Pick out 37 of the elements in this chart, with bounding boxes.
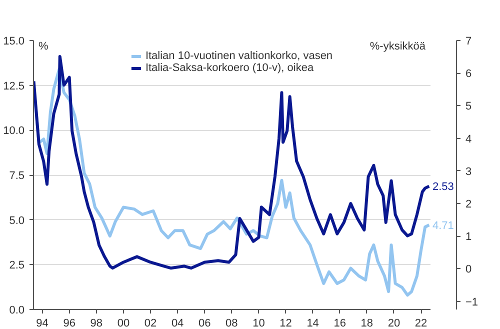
y-tick-label: 0.0 — [9, 304, 25, 316]
y-tick-label: 10.0 — [3, 125, 25, 138]
y2-tick-label: 5 — [466, 100, 472, 113]
x-tick-label: 14 — [306, 318, 319, 329]
x-tick-label: 20 — [388, 318, 400, 329]
y-tick-label: 2.5 — [9, 260, 25, 272]
data-label: 4.71 — [432, 220, 454, 232]
legend-label: Italian 10-vuotinen valtionkorko, vasen — [145, 50, 333, 62]
y-tick-label: 7.5 — [9, 170, 25, 182]
y2-axis-title: %-yksikköä — [370, 40, 426, 52]
x-tick-label: 94 — [36, 318, 48, 329]
y2-tick-label: 6 — [466, 68, 472, 80]
x-tick-label: 98 — [90, 318, 103, 329]
x-tick-label: 08 — [226, 318, 238, 329]
x-tick-label: 96 — [63, 318, 76, 329]
legend-label: Italia-Saksa-korkoero (10-v), oikea — [145, 62, 314, 74]
y2-tick-label: 1 — [466, 231, 472, 244]
x-tick-label: 12 — [280, 318, 292, 329]
y2-tick-label: 7 — [466, 36, 472, 48]
y2-tick-label: 2 — [466, 198, 472, 211]
x-tick-label: 00 — [117, 318, 130, 329]
y-axis-title: % — [38, 40, 48, 52]
x-tick-label: 04 — [171, 318, 184, 329]
x-tick-label: 02 — [144, 318, 157, 329]
y2-tick-label: 3 — [466, 166, 472, 178]
x-tick-label: 06 — [198, 318, 211, 329]
x-tick-label: 16 — [334, 318, 346, 329]
x-tick-label: 22 — [414, 318, 428, 329]
y-tick-label: 5.0 — [9, 214, 25, 227]
y-tick-label: 15.0 — [3, 36, 25, 48]
y2-tick-label: −1 — [466, 296, 478, 308]
data-label: 2.53 — [432, 181, 454, 194]
y2-tick-label: 4 — [466, 133, 472, 146]
x-tick-label: 10 — [252, 318, 265, 329]
y2-tick-label: 0 — [466, 264, 472, 276]
x-tick-label: 18 — [360, 318, 374, 329]
y-tick-label: 12.5 — [3, 80, 25, 92]
